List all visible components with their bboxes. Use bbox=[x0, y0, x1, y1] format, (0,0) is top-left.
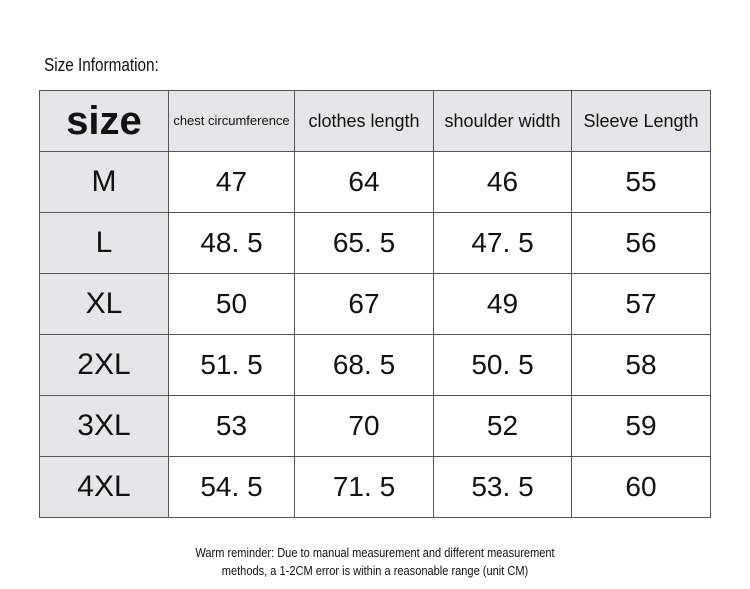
table-row: L 48. 5 65. 5 47. 5 56 bbox=[39, 212, 711, 274]
measurement-cell: 71. 5 bbox=[294, 456, 434, 518]
size-label-cell: L bbox=[39, 212, 169, 274]
table-row: 3XL 53 70 52 59 bbox=[39, 395, 711, 457]
table-row: 4XL 54. 5 71. 5 53. 5 60 bbox=[39, 456, 711, 518]
size-information-title: Size Information: bbox=[44, 55, 159, 75]
header-clothes-length: clothes length bbox=[294, 90, 434, 152]
measurement-cell: 50. 5 bbox=[433, 334, 572, 396]
note-line-2: methods, a 1-2CM error is within a reaso… bbox=[221, 563, 529, 578]
size-label-cell: M bbox=[39, 151, 169, 213]
measurement-cell: 53 bbox=[168, 395, 295, 457]
measurement-cell: 51. 5 bbox=[168, 334, 295, 396]
measurement-cell: 64 bbox=[294, 151, 434, 213]
measurement-cell: 56 bbox=[571, 212, 711, 274]
measurement-cell: 70 bbox=[294, 395, 434, 457]
measurement-cell: 47. 5 bbox=[433, 212, 572, 274]
header-chest: chest circumference bbox=[168, 90, 295, 152]
measurement-cell: 52 bbox=[433, 395, 572, 457]
measurement-cell: 68. 5 bbox=[294, 334, 434, 396]
measurement-cell: 65. 5 bbox=[294, 212, 434, 274]
size-label-cell: 2XL bbox=[39, 334, 169, 396]
measurement-cell: 50 bbox=[168, 273, 295, 335]
size-label-cell: 4XL bbox=[39, 456, 169, 518]
size-label-cell: XL bbox=[39, 273, 169, 335]
measurement-cell: 58 bbox=[571, 334, 711, 396]
table-row: 2XL 51. 5 68. 5 50. 5 58 bbox=[39, 334, 711, 396]
measurement-cell: 57 bbox=[571, 273, 711, 335]
measurement-cell: 47 bbox=[168, 151, 295, 213]
note-line-1: Warm reminder: Due to manual measurement… bbox=[195, 545, 555, 560]
header-size: size bbox=[39, 90, 169, 152]
header-row: size chest circumference clothes length … bbox=[39, 90, 711, 152]
measurement-cell: 55 bbox=[571, 151, 711, 213]
measurement-cell: 49 bbox=[433, 273, 572, 335]
measurement-cell: 48. 5 bbox=[168, 212, 295, 274]
size-chart-table: size chest circumference clothes length … bbox=[39, 90, 711, 518]
measurement-cell: 60 bbox=[571, 456, 711, 518]
header-sleeve-length: Sleeve Length bbox=[571, 90, 711, 152]
warm-reminder-note: Warm reminder: Due to manual measurement… bbox=[56, 544, 694, 580]
measurement-cell: 67 bbox=[294, 273, 434, 335]
size-label-cell: 3XL bbox=[39, 395, 169, 457]
measurement-cell: 53. 5 bbox=[433, 456, 572, 518]
table-row: XL 50 67 49 57 bbox=[39, 273, 711, 335]
header-shoulder-width: shoulder width bbox=[433, 90, 572, 152]
measurement-cell: 46 bbox=[433, 151, 572, 213]
measurement-cell: 59 bbox=[571, 395, 711, 457]
table-row: M 47 64 46 55 bbox=[39, 151, 711, 213]
measurement-cell: 54. 5 bbox=[168, 456, 295, 518]
